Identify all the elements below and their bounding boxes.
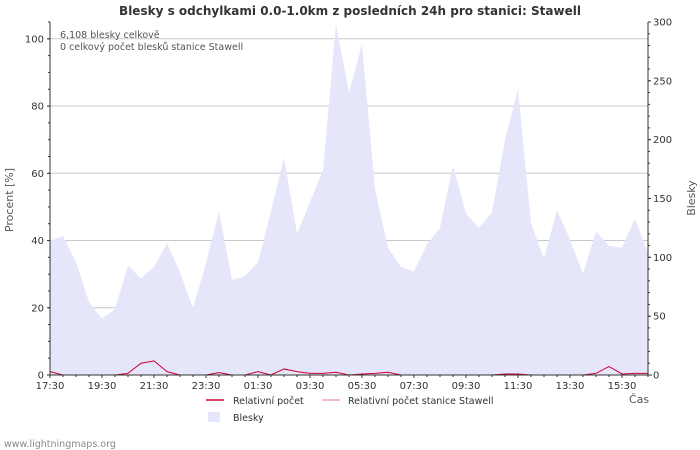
x-tick-label: 19:30 — [88, 381, 117, 392]
annotation-total: 6,108 blesky celkově — [60, 30, 160, 41]
legend: Relativní počet Relativní počet stanice … — [206, 396, 494, 424]
x-tick-label: 07:30 — [400, 381, 429, 392]
y-axis-label-left: Procent [%] — [3, 168, 16, 232]
x-tick-label: 21:30 — [140, 381, 169, 392]
y-tick-label-right: 50 — [653, 312, 666, 323]
x-tick-label: 23:30 — [192, 381, 221, 392]
y-ticks-left: 0 20 40 60 80 100 — [25, 21, 50, 382]
y-tick-label-right: 300 — [653, 18, 672, 29]
x-axis-label: Čas — [629, 393, 649, 406]
y-tick-label-left: 0 — [38, 371, 44, 382]
y-tick-label-right: 0 — [653, 371, 659, 382]
y-tick-label-right: 200 — [653, 135, 672, 146]
annotation-station: 0 celkový počet blesků stanice Stawell — [60, 42, 243, 53]
y-tick-label-left: 100 — [25, 34, 44, 45]
x-tick-label: 15:30 — [608, 381, 637, 392]
footer-credit: www.lightningmaps.org — [4, 439, 116, 450]
y-tick-label-left: 20 — [31, 303, 44, 314]
x-tick-label: 11:30 — [504, 381, 533, 392]
legend-label-relative-station: Relativní počet stanice Stawell — [348, 396, 494, 407]
y-tick-label-left: 40 — [31, 236, 44, 247]
x-tick-label: 17:30 — [36, 381, 65, 392]
x-tick-label: 01:30 — [244, 381, 273, 392]
legend-label-relative: Relativní počet — [233, 396, 304, 407]
strikes-area — [50, 24, 648, 375]
y-axis-label-right: Blesky — [685, 180, 698, 216]
legend-swatch-strikes — [208, 412, 220, 422]
x-tick-label: 09:30 — [452, 381, 481, 392]
chart-title: Blesky s odchylkami 0.0-1.0km z poslední… — [119, 4, 581, 18]
x-tick-label: 05:30 — [348, 381, 377, 392]
y-tick-label-right: 100 — [653, 253, 672, 264]
x-tick-label: 03:30 — [296, 381, 325, 392]
y-tick-label-left: 60 — [31, 169, 44, 180]
legend-label-strikes: Blesky — [233, 413, 264, 424]
x-tick-label: 13:30 — [556, 381, 585, 392]
y-tick-label-left: 80 — [31, 102, 44, 113]
x-ticks: 17:30 19:30 21:30 23:30 01:30 03:30 05:30 07:30… — [36, 375, 649, 392]
y-tick-label-right: 250 — [653, 76, 672, 87]
y-tick-label-right: 150 — [653, 194, 672, 205]
y-ticks-right: 0 50 100 150 200 250 300 — [648, 18, 672, 382]
